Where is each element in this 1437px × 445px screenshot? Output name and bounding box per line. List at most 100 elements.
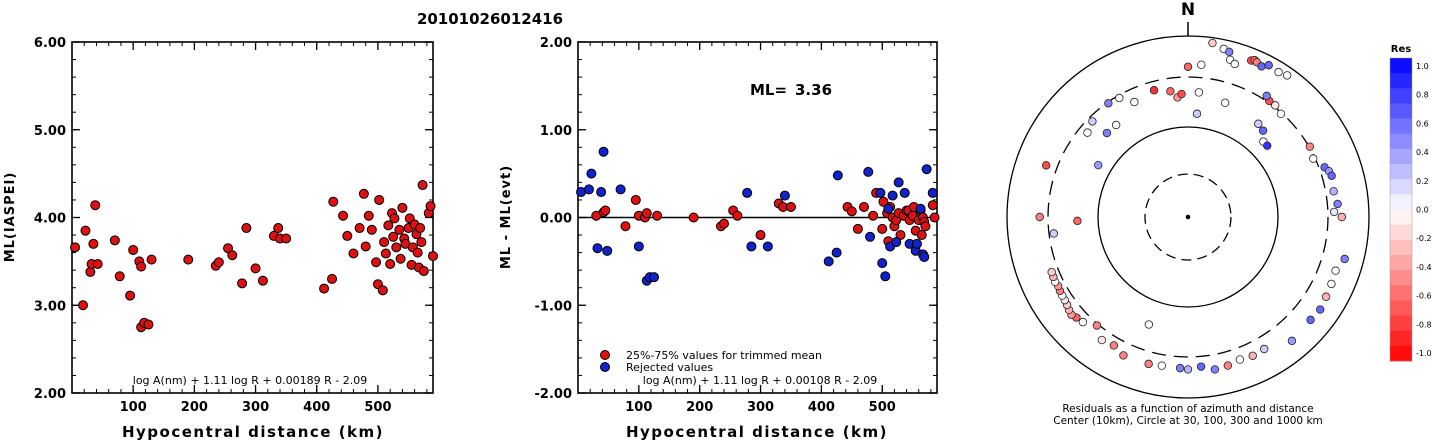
- data-point: [852, 223, 863, 234]
- y-tick-label: 0.00: [540, 212, 572, 227]
- station-point: [1183, 365, 1193, 374]
- caption-line-1: Residuals as a function of azimuth and d…: [1062, 403, 1313, 415]
- data-point: [114, 271, 125, 282]
- station-point: [1224, 47, 1234, 57]
- colorbar-cell: [1390, 345, 1412, 362]
- station-point: [1197, 60, 1206, 70]
- station-point: [1327, 279, 1336, 289]
- x-tick-label: 400: [303, 400, 330, 415]
- colorbar-cell: [1390, 73, 1412, 89]
- data-point: [417, 180, 428, 191]
- data-point: [281, 233, 292, 244]
- rejected-point: [832, 170, 843, 181]
- data-point: [92, 259, 103, 270]
- station-point: [1329, 187, 1338, 196]
- station-point: [1220, 98, 1230, 108]
- station-point: [1262, 91, 1271, 101]
- station-point: [1130, 97, 1139, 107]
- data-point: [418, 266, 429, 277]
- station-point: [1157, 361, 1166, 370]
- colorbar-cell: [1390, 118, 1412, 135]
- rejected-point: [863, 166, 874, 177]
- x-tick-label: 400: [808, 400, 835, 415]
- station-point: [1144, 320, 1154, 329]
- colorbar-cell: [1390, 285, 1412, 301]
- data-point: [688, 212, 699, 223]
- station-point: [1083, 128, 1092, 137]
- y-tick-label: 6.00: [34, 36, 66, 51]
- formula-2: log A(nm) + 1.11 log R + 0.00108 R - 2.0…: [643, 374, 877, 387]
- y-tick-label: -1.00: [535, 299, 572, 314]
- data-point: [78, 300, 89, 311]
- colorbar-tick-label: 1.0: [1416, 62, 1429, 71]
- x-tick-label: 200: [181, 400, 208, 415]
- station-point: [1210, 365, 1220, 374]
- data-point: [125, 290, 136, 301]
- rejected-point: [831, 247, 842, 258]
- colorbar-cell: [1390, 300, 1412, 317]
- y-tick-label: -2.00: [535, 387, 572, 402]
- data-point: [338, 210, 349, 221]
- x-axis-label-2: Hypocentral distance (km): [626, 423, 888, 441]
- data-point: [620, 221, 631, 232]
- data-point: [227, 250, 238, 261]
- station-point: [1260, 344, 1269, 354]
- colorbar-cell: [1390, 224, 1412, 241]
- rejected-point: [899, 187, 910, 198]
- station-point: [1073, 216, 1082, 226]
- x-tick-label: 100: [120, 400, 147, 415]
- data-point: [363, 210, 374, 221]
- colorbar-tick-label: 0.6: [1416, 119, 1429, 128]
- station-point: [1109, 341, 1119, 350]
- rejected-point: [893, 177, 904, 188]
- rejected-point: [875, 187, 886, 198]
- rejected-point: [911, 238, 922, 249]
- y-tick-label: 3.00: [34, 299, 66, 314]
- y-tick-label: 5.00: [34, 124, 66, 139]
- station-point: [1235, 355, 1245, 364]
- station-point: [1337, 212, 1347, 222]
- data-point: [241, 223, 252, 234]
- x-tick-label: 200: [686, 400, 713, 415]
- x-tick-label: 500: [869, 400, 896, 415]
- data-point: [354, 223, 365, 234]
- plot-frame-1: [71, 41, 434, 394]
- rejected-point: [919, 251, 930, 262]
- station-point: [1308, 154, 1318, 163]
- data-point: [868, 210, 879, 221]
- data-point: [878, 196, 889, 207]
- station-point: [1276, 109, 1286, 119]
- rejected-point: [598, 146, 609, 157]
- station-point: [1111, 120, 1121, 130]
- data-point: [273, 223, 284, 234]
- rejected-point: [592, 243, 603, 254]
- ring-100km: [1097, 126, 1279, 308]
- rejected-point: [649, 272, 660, 283]
- station-point: [1271, 101, 1280, 110]
- colorbar-cell: [1390, 239, 1412, 256]
- data-point: [90, 200, 101, 211]
- data-point: [391, 242, 402, 253]
- station-point: [1263, 141, 1272, 150]
- data-point: [877, 223, 888, 234]
- station-point: [1230, 59, 1239, 69]
- data-point: [342, 230, 353, 241]
- station-point: [1194, 88, 1204, 97]
- station-point: [1149, 86, 1159, 95]
- legend-accepted-marker: [600, 350, 610, 360]
- station-point: [1329, 207, 1339, 217]
- data-point: [70, 242, 81, 253]
- data-point: [379, 237, 390, 248]
- station-point: [1331, 266, 1340, 275]
- y-tick-label: 1.00: [540, 124, 572, 139]
- data-point: [377, 285, 388, 296]
- legend-rejected-label: Rejected values: [626, 361, 713, 374]
- data-point: [394, 224, 405, 235]
- y-tick-label: 2.00: [540, 36, 572, 51]
- y-axis-label-2: ML - ML(evt): [499, 165, 514, 269]
- event-id-title: 20101026012416: [417, 10, 563, 28]
- colorbar: Res 1.0 0.8 0.6 0.4 0.2 0.0 -0.2 -0.4 -0.6 -0.8 -1…: [1389, 44, 1432, 362]
- data-point: [380, 248, 391, 259]
- x-tick-label: 300: [747, 400, 774, 415]
